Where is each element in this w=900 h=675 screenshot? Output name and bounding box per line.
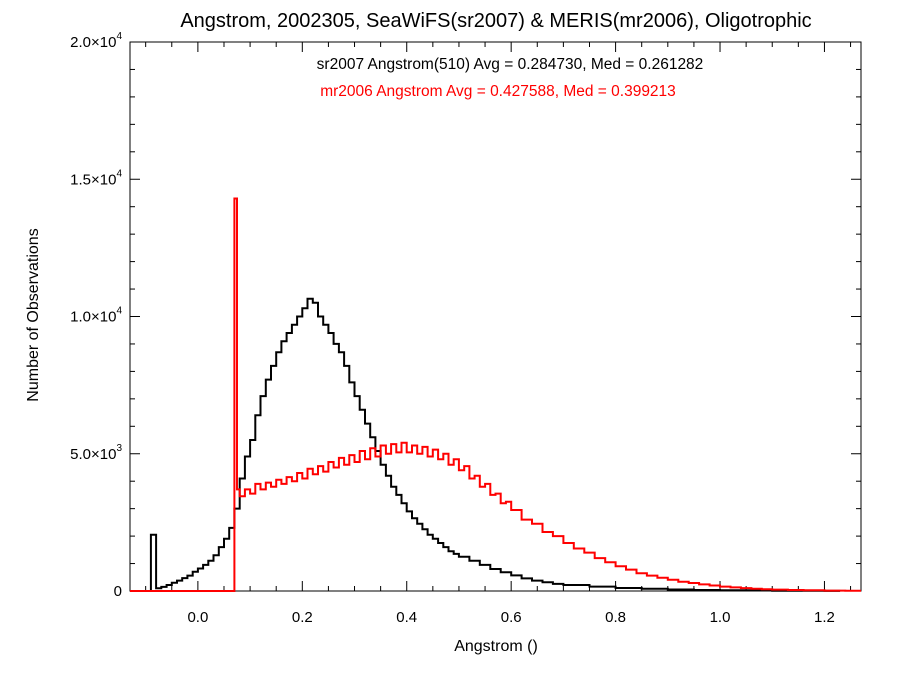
- x-tick-label: 1.0: [710, 609, 731, 626]
- x-tick-label: 0.4: [396, 609, 417, 626]
- y-tick-label: 1.0×104: [70, 306, 122, 326]
- x-tick-label: 0.8: [605, 609, 626, 626]
- x-tick-label: 0.6: [501, 609, 522, 626]
- plot-area: 0.0 0.2 0.4 0.6 0.8 1.0 1.2 0 5.0×103 1.0×104 1.5×…: [70, 31, 862, 626]
- series-line-mr2006: [130, 197, 861, 592]
- chart-title: Angstrom, 2002305, SeaWiFS(sr2007) & MER…: [180, 10, 811, 32]
- x-tick-label: 0.0: [187, 609, 208, 626]
- x-tick-label: 1.2: [814, 609, 835, 626]
- x-tick-label: 0.2: [292, 609, 313, 626]
- y-tick-label: 2.0×104: [70, 31, 122, 51]
- y-tick-label: 0: [114, 583, 122, 600]
- annotation-1: sr2007 Angstrom(510) Avg = 0.284730, Med…: [317, 56, 704, 73]
- series-line-sr2007: [149, 297, 841, 592]
- y-tick-label: 5.0×103: [70, 443, 122, 463]
- annotation-2: mr2006 Angstrom Avg = 0.427588, Med = 0.…: [320, 83, 676, 100]
- y-axis-title: Number of Observations: [25, 228, 42, 401]
- y-tick-label: 1.5×104: [70, 168, 122, 188]
- x-axis-title: Angstrom (): [454, 638, 538, 655]
